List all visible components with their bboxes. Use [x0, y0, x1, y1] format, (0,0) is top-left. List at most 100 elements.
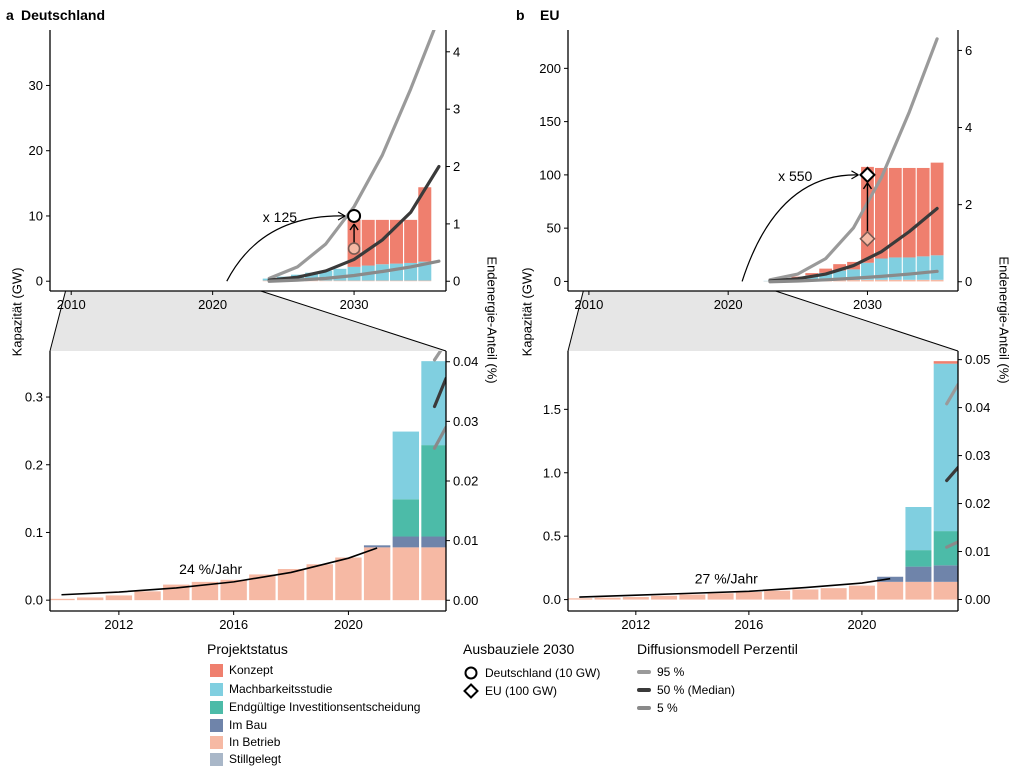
bar-segment [319, 280, 333, 282]
bar-segment [333, 268, 347, 281]
y2-tick-label: 0.02 [965, 496, 990, 511]
bar-segment [819, 268, 833, 273]
bar-segment [347, 280, 361, 282]
y-tick-label: 50 [547, 221, 561, 236]
y2-tick-label: 0 [453, 274, 460, 289]
zoom-edge-left [49, 290, 67, 352]
x-tick-label: 2010 [574, 297, 603, 312]
bar-segment [375, 280, 389, 282]
bar-segment [805, 273, 819, 276]
y-tick-label: 0.5 [543, 529, 561, 544]
bar-segment [905, 566, 932, 582]
zoom-connector [49, 290, 447, 352]
x-tick-label: 2016 [734, 617, 763, 632]
diffusion-curve [267, 164, 441, 282]
y-tick-label: 10 [29, 208, 43, 223]
arrow-head [851, 170, 859, 180]
bar-segment [679, 594, 706, 600]
y-tick-label: 1.0 [543, 465, 561, 480]
bar-segment [305, 272, 319, 281]
x-tick-label: 2012 [621, 617, 650, 632]
bar-segment [375, 219, 389, 265]
bar-segment [306, 564, 333, 601]
plot-area [50, 351, 446, 601]
growth-factor-label: x 125 [263, 209, 297, 225]
x-tick-label: 2020 [334, 617, 363, 632]
plot-area [763, 37, 944, 284]
bar-segment [764, 590, 791, 600]
y-tick-label: 0.1 [25, 525, 43, 540]
bar-segment [874, 167, 888, 259]
bar-segment [833, 270, 847, 281]
bar-segment [421, 361, 446, 446]
bar-segment [847, 280, 860, 282]
plot-area [568, 361, 958, 600]
arrow-head [349, 223, 359, 231]
bar-segment [819, 272, 833, 281]
bar-segment [930, 279, 944, 282]
bar-segment [888, 279, 902, 282]
bar-segment [833, 264, 847, 271]
bar-segment [392, 547, 420, 601]
bar-segment [421, 536, 446, 548]
zoom-edge-left [567, 290, 584, 352]
growth-rate-label: 24 %/Jahr [179, 561, 242, 577]
growth-factor-label: x 550 [778, 168, 812, 184]
target-start-marker [859, 230, 876, 247]
bar-segment [905, 581, 932, 600]
bar-segment [191, 581, 219, 601]
y2-tick-label: 0.01 [453, 533, 478, 548]
y2-tick-label: 4 [965, 120, 972, 135]
plot-a_bottom: 24 %/Jahr 0.0 0.1 0.2 0.3 0.00 0.01 0.02 0.03 0.0… [25, 351, 478, 632]
x-tick-label: 2020 [198, 297, 227, 312]
growth-arrow [741, 174, 859, 282]
target-start-marker [347, 242, 361, 255]
bar-segment [363, 545, 391, 548]
plot-b_bottom: 27 %/Jahr 0.0 0.5 1.0 1.5 0.00 0.01 0.02 0.03 0.0… [543, 351, 990, 632]
y2-tick-label: 0.00 [453, 593, 478, 608]
x-tick-label: 2020 [714, 297, 743, 312]
bar-segment [861, 279, 874, 282]
y2-tick-label: 0.02 [453, 474, 478, 489]
bar-segment [361, 280, 375, 282]
y2-tick-label: 0 [965, 274, 972, 289]
bar-segment [933, 361, 958, 364]
bar-segment [594, 597, 621, 600]
bar-segment [335, 557, 362, 601]
y-tick-label: 1.5 [543, 402, 561, 417]
bar-segment [392, 431, 420, 500]
bar-segment [916, 256, 930, 280]
growth-fit-line [579, 577, 891, 598]
bar-segment [833, 280, 847, 282]
diffusion-curve [267, 30, 436, 280]
bar-segment [568, 598, 593, 600]
diffusion-curve [432, 376, 446, 409]
growth-fit-line [61, 547, 378, 596]
diffusion-curve [945, 382, 958, 406]
bar-segment [902, 279, 916, 282]
y-tick-label: 30 [29, 78, 43, 93]
y-tick-label: 0.0 [25, 593, 43, 608]
zoom-region [568, 291, 958, 351]
arrow-head [337, 211, 346, 221]
bar-segment [916, 279, 930, 282]
y2-tick-label: 0.04 [965, 400, 990, 415]
y2-tick-label: 0.03 [965, 448, 990, 463]
x-tick-label: 2010 [57, 297, 86, 312]
bar-segment [877, 581, 904, 600]
zoom-edge-right [260, 290, 447, 352]
diffusion-curve [768, 37, 939, 282]
bar-segment [847, 269, 860, 281]
x-tick-label: 2030 [340, 297, 369, 312]
y2-tick-label: 0.04 [453, 354, 478, 369]
bar-segment [319, 270, 333, 281]
bar-segment [930, 255, 944, 280]
bar-segment [404, 219, 418, 263]
y-tick-label: 20 [29, 143, 43, 158]
bar-segment [76, 597, 104, 601]
y2-tick-label: 2 [453, 159, 460, 174]
arrow-head [862, 182, 873, 190]
bar-segment [392, 499, 420, 537]
y-tick-label: 100 [539, 167, 561, 182]
